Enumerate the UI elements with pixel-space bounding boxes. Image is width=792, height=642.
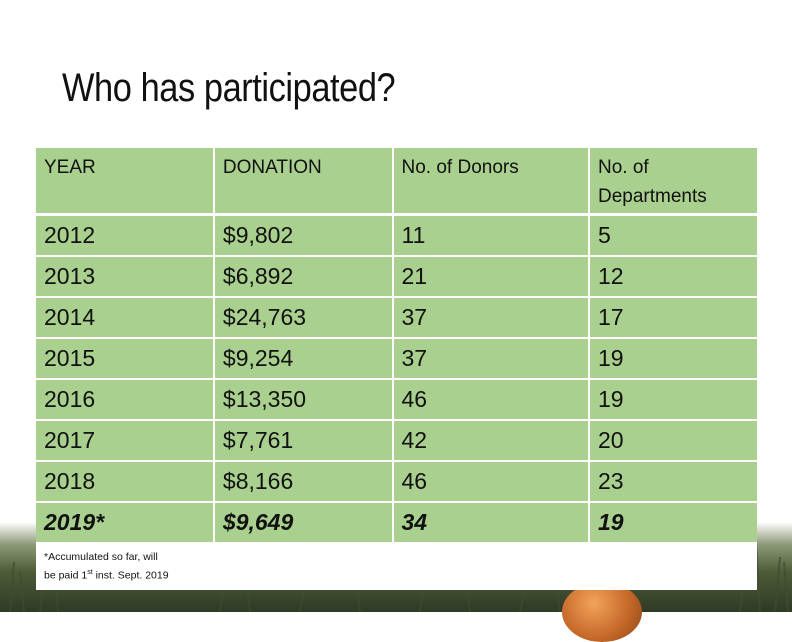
cell-donors: 46	[393, 380, 590, 421]
cell-year: 2017	[36, 421, 215, 462]
cell-year: 2015	[36, 339, 215, 380]
cell-donation: $13,350	[214, 380, 394, 421]
footnote-line-2-suffix: inst. Sept. 2019	[92, 569, 169, 582]
table-row: 2016 $13,350 46 19	[36, 380, 757, 421]
empty-cell	[214, 544, 394, 590]
cell-departments: 23	[589, 462, 757, 503]
footnote-superscript: st	[87, 569, 93, 576]
table-row: 2013 $6,892 21 12	[36, 257, 757, 298]
table-row: 2012 $9,802 11 5	[36, 216, 757, 257]
cell-donation: $9,649	[214, 503, 394, 544]
empty-cell	[393, 544, 590, 590]
table-header-row: YEAR DONATION No. of Donors No. of Depar…	[36, 148, 757, 216]
header-year: YEAR	[36, 148, 215, 216]
footnote-line-2-prefix: be paid 1	[44, 569, 88, 582]
slide-title: Who has participated?	[62, 66, 396, 110]
footnote-cell: *Accumulated so far, will be paid 1st in…	[36, 544, 215, 590]
cell-departments: 17	[589, 298, 757, 339]
cell-donors: 37	[393, 298, 590, 339]
cell-departments: 19	[589, 380, 757, 421]
acorn-decoration	[562, 582, 642, 642]
cell-departments: 5	[589, 216, 757, 257]
table-row: 2014 $24,763 37 17	[36, 298, 757, 339]
cell-donation: $8,166	[214, 462, 394, 503]
cell-donation: $6,892	[214, 257, 394, 298]
participation-table: YEAR DONATION No. of Donors No. of Depar…	[36, 148, 757, 590]
cell-departments: 20	[589, 421, 757, 462]
cell-donation: $9,802	[214, 216, 394, 257]
cell-donors: 21	[393, 257, 590, 298]
cell-departments: 19	[589, 339, 757, 380]
cell-year: 2018	[36, 462, 215, 503]
table-row: 2017 $7,761 42 20	[36, 421, 757, 462]
cell-year: 2016	[36, 380, 215, 421]
cell-donors: 11	[393, 216, 590, 257]
header-donation: DONATION	[214, 148, 394, 216]
cell-donors: 46	[393, 462, 590, 503]
table-row: 2018 $8,166 46 23	[36, 462, 757, 503]
cell-year: 2019*	[36, 503, 215, 544]
header-departments: No. of Departments	[589, 148, 757, 216]
header-donors: No. of Donors	[393, 148, 590, 216]
cell-donation: $9,254	[214, 339, 394, 380]
cell-donation: $7,761	[214, 421, 394, 462]
cell-departments: 19	[589, 503, 757, 544]
table-row: 2015 $9,254 37 19	[36, 339, 757, 380]
cell-donors: 34	[393, 503, 590, 544]
cell-donors: 42	[393, 421, 590, 462]
table-row-current-year: 2019* $9,649 34 19	[36, 503, 757, 544]
footnote-line-1: *Accumulated so far, will	[44, 551, 158, 563]
table-row-footnote: *Accumulated so far, will be paid 1st in…	[36, 544, 757, 590]
footnote-text: *Accumulated so far, will be paid 1st in…	[44, 544, 213, 584]
empty-cell	[589, 544, 757, 590]
cell-donors: 37	[393, 339, 590, 380]
cell-year: 2012	[36, 216, 215, 257]
cell-year: 2013	[36, 257, 215, 298]
cell-donation: $24,763	[214, 298, 394, 339]
cell-year: 2014	[36, 298, 215, 339]
cell-departments: 12	[589, 257, 757, 298]
